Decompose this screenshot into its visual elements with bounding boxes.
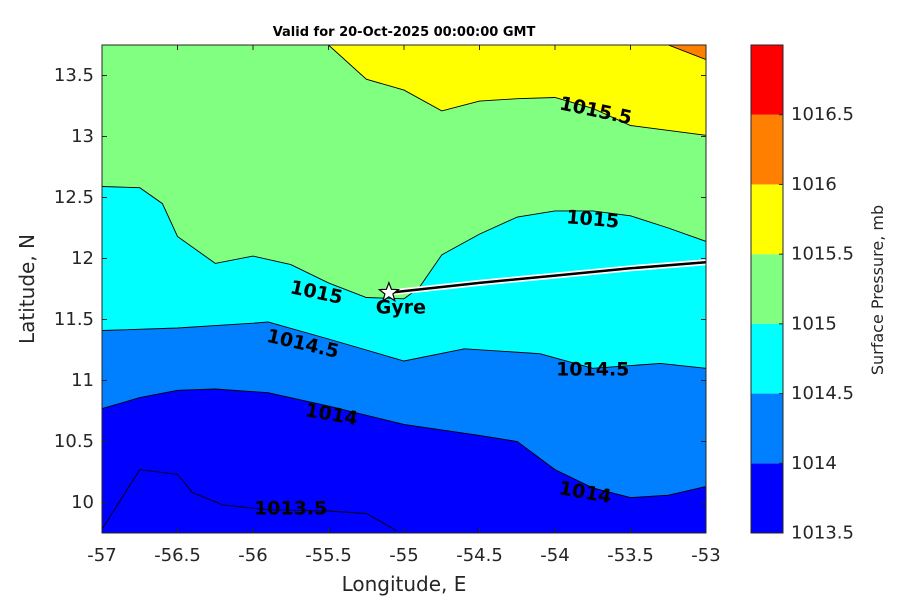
- x-axis: -57 -56.5 -56 -55.5 -55 -54.5 -54 -53.5 -53: [87, 45, 721, 566]
- contour-lines: [102, 45, 706, 531]
- y-tick-label: 10.5: [54, 431, 94, 452]
- x-tick-label: -55: [389, 545, 418, 566]
- y-axis: 10 10.5 11 11.5 12 12.5 13 13.5: [54, 65, 706, 513]
- colorbar: 1013.5 1014 1014.5 1015 1015.5 1016 1016.5: [750, 44, 854, 544]
- x-tick-label: -55.5: [305, 545, 352, 566]
- colorbar-tick-label: 1015: [791, 313, 837, 334]
- colorbar-frame: [750, 44, 784, 534]
- filled-contours: [102, 45, 706, 533]
- colorbar-tick-label: 1013.5: [791, 523, 854, 544]
- contour-label: 1014.5: [556, 359, 629, 381]
- y-tick-label: 13.5: [54, 65, 94, 86]
- y-tick-label: 13: [71, 126, 94, 147]
- y-tick-label: 12: [71, 248, 94, 269]
- contour-label: 1013.5: [254, 498, 327, 520]
- contour-label: 1015: [565, 206, 620, 233]
- band-1015: [102, 45, 706, 299]
- contour-line-1015: [102, 186, 706, 300]
- x-axis-label: Longitude, E: [342, 572, 467, 596]
- contour-line-1014-5: [102, 321, 706, 369]
- contour-line-1013-5: [102, 469, 397, 531]
- x-tick-label: -54.5: [456, 545, 503, 566]
- y-tick-label: 10: [71, 492, 94, 513]
- x-tick-label: -53.5: [607, 545, 654, 566]
- contour-line-1015-5: [328, 45, 706, 136]
- colorbar-swatch: [751, 393, 783, 464]
- marker-layer: Gyre: [376, 281, 426, 319]
- band-1015-5: [328, 45, 706, 136]
- y-axis-label: Latitude, N: [15, 234, 39, 344]
- colorbar-swatch: [751, 45, 783, 115]
- contour-line-1014: [102, 388, 706, 499]
- track-line: [387, 260, 706, 294]
- x-tick-label: -56.5: [154, 545, 201, 566]
- colorbar-tick-label: 1014: [791, 453, 837, 474]
- colorbar-tick-label: 1016: [791, 174, 837, 195]
- colorbar-swatch: [751, 254, 783, 324]
- colorbar-swatch: [751, 114, 783, 185]
- colorbar-tick-label: 1014.5: [791, 383, 854, 404]
- star-marker-icon: [377, 281, 401, 303]
- chart-title: Valid for 20-Oct-2025 00:00:00 GMT: [273, 25, 536, 40]
- y-tick-label: 11.5: [54, 309, 94, 330]
- colorbar-swatch: [751, 463, 783, 533]
- y-tick-label: 12.5: [54, 187, 94, 208]
- x-tick-label: -53: [691, 545, 720, 566]
- contour-line-1016: [668, 45, 706, 61]
- colorbar-tick-label: 1016.5: [791, 104, 854, 125]
- x-tick-label: -54: [540, 545, 569, 566]
- track-layer: [385, 259, 706, 296]
- x-tick-label: -56: [238, 545, 267, 566]
- colorbar-tick-label: 1015.5: [791, 244, 854, 265]
- plot-area: 1015.5101510151014.51014.5101410141013.5…: [102, 45, 706, 533]
- colorbar-swatch: [751, 323, 783, 394]
- x-tick-label: -57: [87, 545, 116, 566]
- colorbar-swatch: [751, 184, 783, 255]
- colorbar-label: Surface Pressure, mb: [868, 205, 887, 375]
- marker-label: Gyre: [376, 297, 426, 319]
- y-tick-label: 11: [71, 370, 94, 391]
